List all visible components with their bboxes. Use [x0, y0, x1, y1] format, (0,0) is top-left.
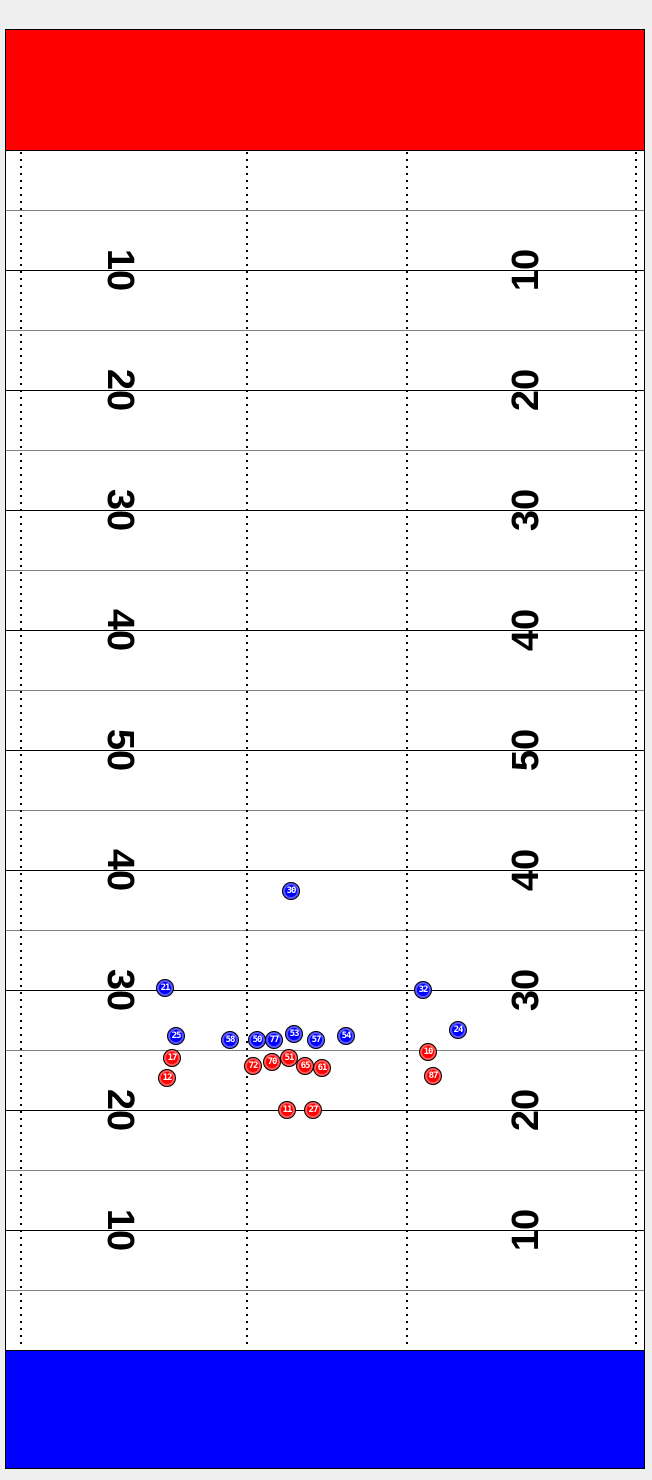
yard-number-right: 40: [505, 848, 547, 892]
yard-line: [6, 630, 644, 631]
yard-number-left: 30: [99, 968, 141, 1012]
player-blue-57[interactable]: 57: [307, 1031, 325, 1049]
yard-line: [6, 990, 644, 991]
yard-number-left: 50: [99, 728, 141, 772]
yard-number-left: 10: [99, 1208, 141, 1252]
player-red-65[interactable]: 65: [296, 1057, 314, 1075]
player-red-61[interactable]: 61: [313, 1059, 331, 1077]
player-red-10[interactable]: 10: [419, 1043, 437, 1061]
goal-line: [6, 150, 644, 151]
yard-line: [6, 930, 644, 931]
yard-line: [6, 570, 644, 571]
yard-number-left: 20: [99, 1088, 141, 1132]
hash-mark-column: [246, 152, 248, 1348]
yard-line: [6, 750, 644, 751]
yard-number-right: 20: [505, 368, 547, 412]
player-blue-32[interactable]: 32: [414, 981, 432, 999]
yard-number-right: 10: [505, 1208, 547, 1252]
goal-line: [6, 1350, 644, 1351]
player-blue-77[interactable]: 77: [265, 1031, 283, 1049]
player-blue-50[interactable]: 50: [248, 1031, 266, 1049]
player-blue-24[interactable]: 24: [449, 1021, 467, 1039]
endzone-top: [6, 30, 644, 150]
player-red-11[interactable]: 11: [278, 1101, 296, 1119]
yard-line: [6, 1230, 644, 1231]
yard-number-right: 20: [505, 1088, 547, 1132]
player-blue-58[interactable]: 58: [221, 1031, 239, 1049]
yard-number-right: 10: [505, 248, 547, 292]
hash-mark-column: [406, 152, 408, 1348]
yard-number-right: 30: [505, 968, 547, 1012]
yard-line: [6, 330, 644, 331]
yard-number-right: 50: [505, 728, 547, 772]
yard-line: [6, 1110, 644, 1111]
yard-line: [6, 1170, 644, 1171]
player-blue-53[interactable]: 53: [285, 1025, 303, 1043]
endzone-bottom: [6, 1350, 644, 1468]
player-red-87[interactable]: 87: [424, 1067, 442, 1085]
hash-mark-column: [635, 152, 637, 1348]
yard-line: [6, 450, 644, 451]
player-red-72[interactable]: 72: [244, 1057, 262, 1075]
player-blue-25[interactable]: 25: [167, 1027, 185, 1045]
hash-mark-column: [20, 152, 22, 1348]
player-blue-54[interactable]: 54: [337, 1027, 355, 1045]
yard-number-right: 30: [505, 488, 547, 532]
player-red-12[interactable]: 12: [158, 1069, 176, 1087]
yard-number-left: 40: [99, 608, 141, 652]
yard-line: [6, 510, 644, 511]
player-red-27[interactable]: 27: [304, 1101, 322, 1119]
yard-number-left: 10: [99, 248, 141, 292]
yard-number-left: 40: [99, 848, 141, 892]
player-red-51[interactable]: 51: [280, 1049, 298, 1067]
football-field: 10 10 20 20 30 30 40 40 50 50 40 40 30 30 20 20 10 10 17 1…: [5, 29, 645, 1469]
yard-number-left: 20: [99, 368, 141, 412]
player-blue-21[interactable]: 21: [156, 979, 174, 997]
yard-line: [6, 870, 644, 871]
yard-line: [6, 390, 644, 391]
player-red-17[interactable]: 17: [163, 1049, 181, 1067]
yard-number-left: 30: [99, 488, 141, 532]
yard-line: [6, 1290, 644, 1291]
player-blue-30[interactable]: 30: [282, 882, 300, 900]
yard-line: [6, 810, 644, 811]
yard-line: [6, 270, 644, 271]
yard-line: [6, 690, 644, 691]
yard-line: [6, 210, 644, 211]
yard-line: [6, 1050, 644, 1051]
yard-number-right: 40: [505, 608, 547, 652]
player-red-70[interactable]: 70: [263, 1053, 281, 1071]
